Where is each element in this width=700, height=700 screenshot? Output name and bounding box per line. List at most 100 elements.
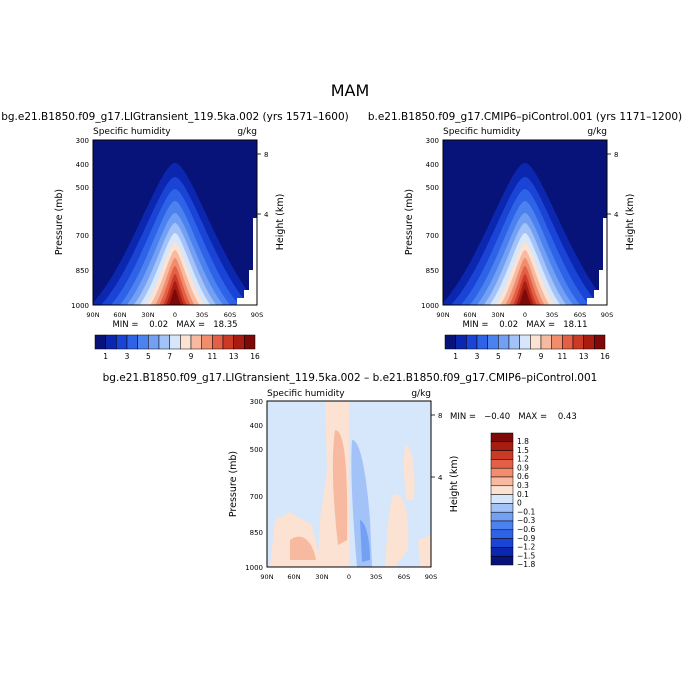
colorbar-label: −0.3 (517, 516, 535, 525)
colorbar-label: 5 (146, 352, 151, 361)
panel-2-variable-label: Specific humidity (443, 127, 521, 137)
colorbar-swatch (201, 334, 213, 350)
lat-tick-label: 60N (113, 311, 126, 319)
anomaly-region (403, 445, 415, 500)
colorbar-swatch (490, 459, 514, 469)
colorbar-swatch (148, 334, 160, 350)
colorbar-swatch (466, 334, 478, 350)
colorbar-label: 13 (229, 352, 239, 361)
pressure-tick-label: 400 (426, 161, 439, 169)
colorbar-swatch (490, 529, 514, 539)
lat-tick-label: 60S (224, 311, 236, 319)
pressure-tick-label: 700 (426, 232, 439, 240)
colorbar-label: −0.6 (517, 525, 535, 534)
lat-tick-label: 0 (347, 573, 351, 581)
colorbar-label: 9 (539, 352, 544, 361)
colorbar-label: 13 (579, 352, 589, 361)
colorbar-label: −0.1 (517, 507, 535, 516)
colorbar-label: 3 (475, 352, 480, 361)
panel-3-field (267, 401, 431, 567)
panel-3-height-axis: 8 4 Height (km) (431, 412, 460, 512)
colorbar-swatch (169, 334, 181, 350)
panel-3-title: bg.e21.B1850.f09_g17.LIGtransient_119.5k… (103, 372, 598, 384)
contour-band (168, 289, 182, 305)
anomaly-region (418, 535, 431, 567)
lat-tick-label: 60N (287, 573, 300, 581)
panel-2-stats: MIN = 0.02 MAX = 18.11 (462, 320, 587, 330)
height-tick-label: 8 (438, 412, 442, 420)
colorbar-swatch (490, 467, 514, 478)
pressure-tick-label: 500 (426, 184, 439, 192)
panel-2-units-label: g/kg (587, 127, 607, 137)
colorbar-label: 1.5 (517, 446, 529, 455)
anomaly-region (385, 494, 409, 567)
colorbar-swatch (487, 334, 499, 350)
panel-1-height-axis: 8 4 Height (km) (257, 151, 286, 250)
colorbar-label: 1 (103, 352, 108, 361)
pressure-tick-label: 500 (250, 446, 263, 454)
colorbar-swatch (180, 334, 192, 350)
colorbar-label: −0.9 (517, 534, 535, 543)
pressure-tick-label: 1000 (245, 564, 263, 572)
colorbar-swatch (233, 334, 245, 350)
panel-3-frame (266, 400, 432, 568)
panel-2-pressure-axis: 300 400 500 700 850 1000 Pressure (mb) (404, 137, 439, 310)
pressure-axis-label: Pressure (mb) (54, 189, 65, 255)
colorbar-label: 1.8 (517, 437, 529, 446)
panel-1-pressure-axis: 300 400 500 700 850 1000 Pressure (mb) (54, 137, 89, 310)
panel-3-pressure-axis: 300 400 500 700 850 1000 Pressure (mb) (228, 398, 263, 572)
pressure-tick-label: 850 (76, 267, 89, 275)
pressure-tick-label: 700 (76, 232, 89, 240)
colorbar-swatch (490, 503, 514, 513)
colorbar-swatch (490, 450, 514, 460)
panel-1-units-label: g/kg (237, 127, 257, 137)
colorbar-swatch (583, 334, 595, 350)
colorbar-swatch (490, 441, 514, 451)
colorbar-swatch (572, 334, 584, 350)
figure-title: MAM (331, 81, 370, 100)
pressure-tick-label: 1000 (71, 302, 89, 310)
colorbar-swatch (490, 520, 514, 531)
panel-2-title: b.e21.B1850.f09_g17.CMIP6–piControl.001 … (368, 111, 682, 123)
pressure-tick-label: 400 (76, 161, 89, 169)
anomaly-region (360, 520, 370, 562)
colorbar-swatch (530, 334, 542, 350)
panel-3-variable-label: Specific humidity (267, 389, 345, 399)
missing-data-mask (587, 218, 607, 305)
height-axis-label: Height (km) (275, 194, 286, 251)
panel-1-stats: MIN = 0.02 MAX = 18.35 (112, 320, 237, 330)
pressure-axis-label: Pressure (mb) (228, 451, 239, 517)
panel-3-stats: MIN = −0.40 MAX = 0.43 (450, 412, 577, 422)
colorbar-swatch (476, 334, 488, 350)
panel-3-lat-axis: 90N 60N 30N 0 30S 60S 90S (260, 573, 437, 581)
pressure-tick-label: 300 (426, 137, 439, 145)
panel-3-units-label: g/kg (411, 389, 431, 399)
pressure-tick-label: 300 (76, 137, 89, 145)
colorbar-label: 1.2 (517, 455, 529, 464)
panel-1-variable-label: Specific humidity (93, 127, 171, 137)
pressure-tick-label: 500 (76, 184, 89, 192)
colorbar-label: 3 (125, 352, 130, 361)
height-tick-label: 4 (264, 211, 269, 219)
anomaly-region (290, 536, 316, 560)
colorbar-label: 1 (453, 352, 458, 361)
colorbar-swatch (490, 511, 514, 522)
lat-tick-label: 90S (425, 573, 437, 581)
panel-1: bg.e21.B1850.f09_g17.LIGtransient_119.5k… (1, 111, 349, 361)
colorbar-swatch (519, 334, 531, 350)
colorbar-swatch (244, 334, 256, 350)
colorbar-label: 0.3 (517, 481, 529, 490)
colorbar-swatch (105, 334, 117, 350)
lat-tick-label: 30S (370, 573, 382, 581)
colorbar-swatch (490, 547, 514, 557)
contour-band (518, 289, 532, 305)
colorbar-label: −1.8 (517, 560, 535, 569)
colorbar-label: 11 (558, 352, 568, 361)
panel-1-lat-axis: 90N 60N 30N 0 30S 60S 90S (86, 311, 263, 319)
pressure-axis-label: Pressure (mb) (404, 189, 415, 255)
colorbar-swatch (490, 432, 514, 443)
height-axis-label: Height (km) (625, 194, 636, 251)
colorbar-swatch (490, 494, 514, 504)
lat-tick-label: 60N (463, 311, 476, 319)
colorbar-swatch (126, 334, 138, 350)
